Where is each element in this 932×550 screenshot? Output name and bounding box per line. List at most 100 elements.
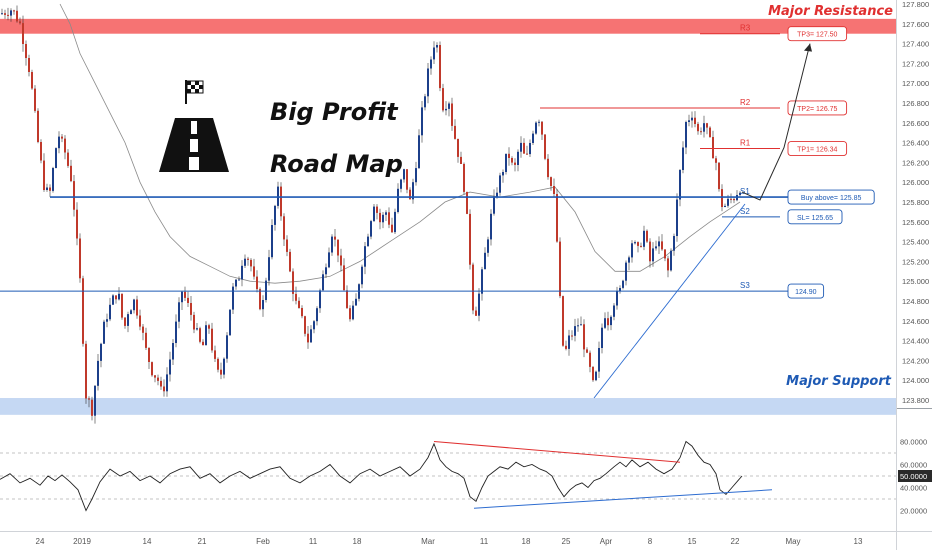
candle-body	[643, 230, 645, 247]
candle-body	[394, 211, 396, 233]
price-tick-label: 127.600	[902, 20, 929, 29]
candle-body	[562, 296, 564, 346]
candle-body	[721, 189, 723, 207]
candle-body	[157, 377, 159, 381]
candle-body	[31, 72, 33, 89]
candle-body	[661, 241, 663, 250]
candle-body	[274, 205, 276, 225]
osc-tick-label: 80.0000	[900, 438, 927, 447]
price-tick-label: 125.000	[902, 277, 929, 286]
candle-body	[484, 252, 486, 270]
oscillator-line	[0, 440, 743, 512]
candle-body	[688, 120, 690, 122]
candle-body	[76, 209, 78, 239]
candle-body	[136, 299, 138, 316]
oscillator-panel[interactable]	[0, 410, 896, 532]
candle-body	[97, 360, 99, 386]
candle-body	[265, 280, 267, 300]
candle-body	[367, 236, 369, 247]
candle-body	[433, 47, 435, 60]
time-tick-label: 11	[480, 537, 489, 546]
candle-body	[253, 266, 255, 277]
candle-body	[670, 250, 672, 271]
candle-body	[355, 298, 357, 306]
osc-tick-label: 20.0000	[900, 507, 927, 516]
title-line-1: Big Profit	[270, 98, 399, 126]
callout-border	[787, 209, 843, 225]
callout-text: Buy above= 125.85	[801, 195, 862, 202]
candle-body	[61, 136, 63, 139]
candle-body	[217, 358, 219, 370]
candle-body	[706, 123, 708, 128]
candle-body	[85, 343, 87, 399]
candle-body	[187, 297, 189, 303]
candle-body	[622, 280, 624, 288]
price-tick-label: 125.800	[902, 198, 929, 207]
candle-body	[520, 142, 522, 152]
price-panel[interactable]	[0, 0, 896, 408]
candle-body	[697, 123, 699, 132]
candle-body	[574, 326, 576, 336]
candle-body	[91, 399, 93, 416]
candle-body	[382, 214, 384, 223]
candle-body	[94, 385, 96, 416]
candle-body	[595, 371, 597, 381]
checkered-flag-icon	[185, 80, 204, 104]
candle-body	[580, 324, 582, 326]
candle-body	[475, 310, 477, 316]
candle-body	[316, 308, 318, 322]
candle-body	[49, 187, 51, 191]
candle-body	[664, 249, 666, 259]
time-tick-label: 21	[198, 537, 207, 546]
candle-body	[391, 224, 393, 233]
callout-border	[787, 100, 848, 116]
candle-body	[505, 153, 507, 172]
candle-body	[427, 68, 429, 97]
candle-body	[703, 123, 705, 132]
price-tick-label: 127.200	[902, 59, 929, 68]
callout-border	[787, 141, 848, 156]
candle-body	[517, 151, 519, 165]
time-tick-label: 15	[688, 537, 697, 546]
callout-box: 124.90	[787, 283, 825, 299]
level-label-r3: R3	[740, 24, 751, 33]
candle-body	[634, 242, 636, 244]
candle-body	[508, 153, 510, 158]
candle-body	[118, 293, 120, 300]
candle-body	[301, 308, 303, 317]
candle-body	[709, 127, 711, 137]
candle-body	[373, 206, 375, 222]
price-tick-label: 127.800	[902, 0, 929, 9]
candle-body	[310, 329, 312, 343]
level-label-r1: R1	[740, 139, 751, 148]
candle-body	[445, 108, 447, 111]
candle-body	[73, 181, 75, 210]
candle-body	[406, 169, 408, 190]
candle-body	[472, 264, 474, 311]
candle-body	[403, 169, 405, 180]
candle-body	[739, 192, 741, 195]
level-label-s3: S3	[740, 281, 750, 290]
candle-body	[175, 321, 177, 343]
candle-body	[34, 88, 36, 111]
candle-body	[172, 343, 174, 360]
candle-body	[202, 341, 204, 346]
candle-body	[451, 103, 453, 126]
time-tick-label: Feb	[256, 537, 270, 546]
candle-body	[304, 316, 306, 334]
resistance-zone-label: Major Resistance	[768, 4, 893, 19]
osc-divergence-line-blue	[473, 489, 773, 509]
candle-body	[442, 88, 444, 111]
candle-body	[337, 239, 339, 256]
price-tick-label: 126.600	[902, 119, 929, 128]
moving-average-line	[59, 3, 741, 284]
candle-body	[238, 279, 240, 281]
candle-body	[109, 304, 111, 320]
price-tick-label: 124.800	[902, 297, 929, 306]
candle-body	[88, 398, 90, 400]
candle-body	[586, 349, 588, 353]
candle-body	[715, 158, 717, 163]
candle-body	[436, 45, 438, 48]
candle-body	[250, 259, 252, 267]
